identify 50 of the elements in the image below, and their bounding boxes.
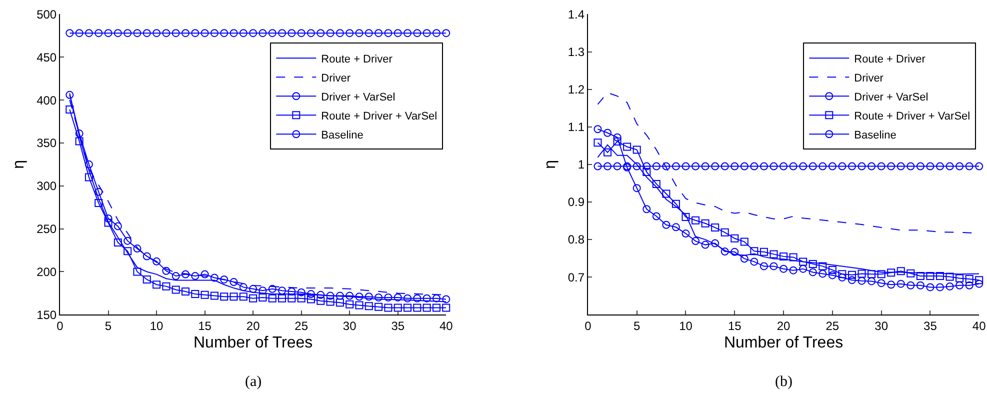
x-axis-title: Number of Trees <box>193 334 313 352</box>
x-tick-label: 0 <box>584 319 592 334</box>
y-tick-label: 1.2 <box>568 82 585 97</box>
x-tick-label: 10 <box>679 319 693 334</box>
legend-label: Route + Driver <box>321 53 393 66</box>
y-tick-label: 300 <box>36 179 57 194</box>
legend-label: Driver + VarSel <box>321 91 396 104</box>
y-tick-label: 400 <box>36 93 57 108</box>
y-tick-label: 200 <box>36 264 57 279</box>
x-tick-label: 25 <box>826 319 840 334</box>
x-tick-label: 5 <box>104 319 112 334</box>
y-tick-label: 500 <box>36 7 57 22</box>
y-tick-label: 0.7 <box>568 270 585 284</box>
x-tick-label: 35 <box>924 319 938 334</box>
legend-label: Route + Driver + VarSel <box>321 110 438 122</box>
y-tick-label: 0.9 <box>568 195 585 210</box>
legend-label: Driver + VarSel <box>854 91 928 104</box>
x-tick-label: 40 <box>439 319 454 334</box>
y-tick-label: 0.8 <box>568 232 585 247</box>
x-tick-label: 0 <box>56 319 64 334</box>
x-tick-label: 10 <box>150 319 164 334</box>
y-tick-label: 150 <box>36 308 57 322</box>
legend-label: Driver <box>854 72 884 84</box>
y-tick-label: 1.4 <box>568 7 585 22</box>
y-tick-label: 1.3 <box>568 44 585 59</box>
y-tick-label: 450 <box>36 50 57 64</box>
y-tick-label: 350 <box>36 136 57 150</box>
text: (a) <box>245 374 262 390</box>
y-axis-title: η <box>542 160 559 169</box>
legend-label: Route + Driver + VarSel <box>854 110 970 122</box>
y-axis-title: η <box>10 160 28 169</box>
legend-label: Baseline <box>854 129 896 142</box>
y-tick-label: 1 <box>578 158 585 172</box>
x-tick-label: 25 <box>294 319 308 334</box>
legend-label: Baseline <box>321 129 364 142</box>
text: (b) <box>775 374 792 390</box>
y-tick-label: 1.1 <box>568 120 585 134</box>
x-tick-label: 20 <box>246 319 260 334</box>
x-tick-label: 15 <box>198 319 212 334</box>
x-axis-title: Number of Trees <box>724 334 844 352</box>
x-tick-label: 30 <box>874 319 888 334</box>
x-tick-label: 40 <box>972 319 986 334</box>
x-tick-label: 15 <box>728 319 742 334</box>
x-tick-label: 35 <box>391 319 405 334</box>
legend-label: Driver <box>321 72 351 84</box>
x-tick-label: 20 <box>776 319 791 334</box>
legend-label: Route + Driver <box>854 53 926 66</box>
y-tick-label: 250 <box>36 222 57 236</box>
x-tick-label: 30 <box>342 319 357 334</box>
x-tick-label: 5 <box>634 319 640 334</box>
